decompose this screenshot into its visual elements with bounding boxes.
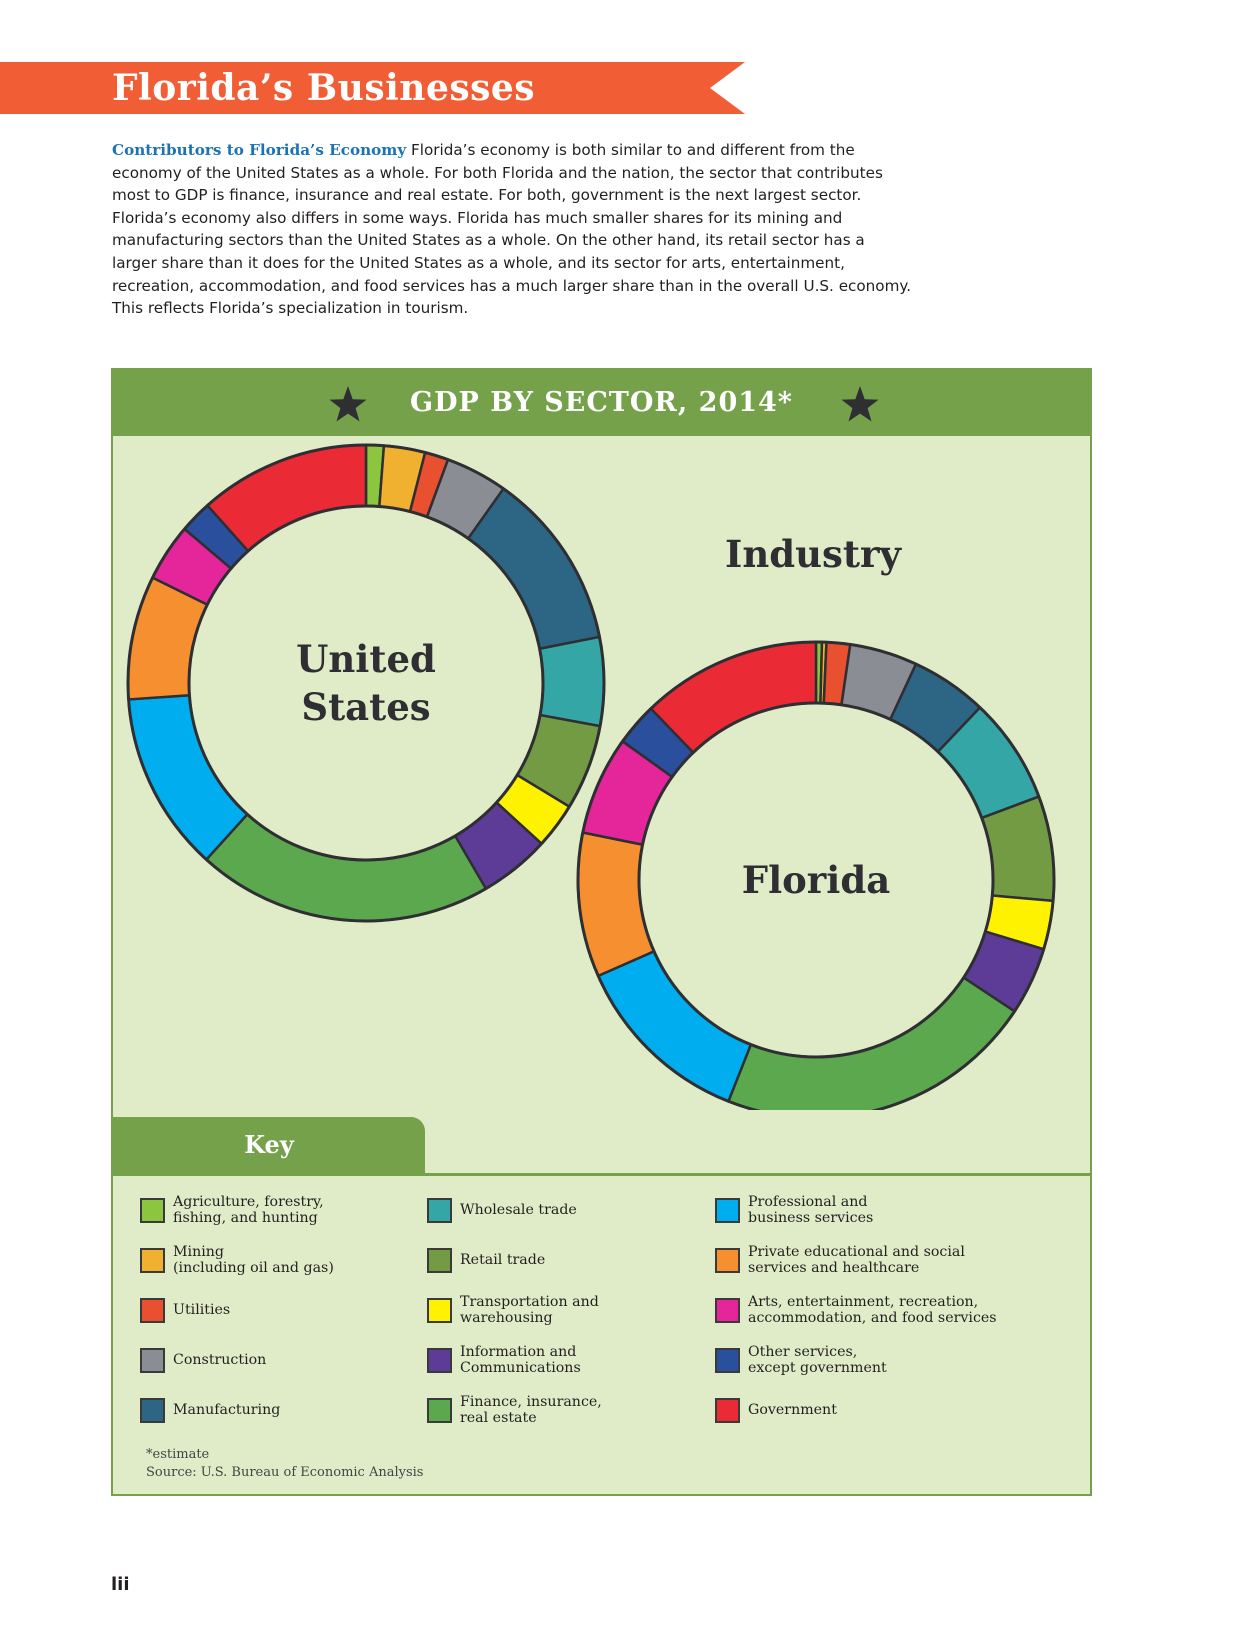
key-divider: [113, 1173, 1090, 1176]
donut-center-label: United: [296, 637, 436, 681]
legend-swatch: [140, 1248, 165, 1273]
legend-item: Arts, entertainment, recreation, accommo…: [715, 1292, 1015, 1332]
donut-center-label: Florida: [742, 858, 890, 902]
legend-item: Professional and business services: [715, 1192, 1015, 1232]
legend-item: Agriculture, forestry, fishing, and hunt…: [140, 1192, 440, 1232]
legend-label: Government: [748, 1401, 837, 1418]
legend-item: Mining (including oil and gas): [140, 1242, 440, 1282]
legend-item: Wholesale trade: [427, 1192, 727, 1232]
donut-outer-ring: [126, 443, 606, 923]
legend-swatch: [427, 1298, 452, 1323]
legend-swatch: [427, 1198, 452, 1223]
legend-label: Agriculture, forestry, fishing, and hunt…: [173, 1193, 324, 1227]
legend-item: Utilities: [140, 1292, 440, 1332]
intro-paragraph: Contributors to Florida’s Economy Florid…: [112, 139, 912, 320]
intro-heading: Contributors to Florida’s Economy: [112, 141, 407, 159]
donut-slice-fl-9: [726, 975, 1017, 1110]
legend-title: Key: [244, 1130, 294, 1159]
legend-label: Wholesale trade: [460, 1201, 577, 1218]
legend-item: Government: [715, 1392, 1015, 1432]
star-icon: [329, 386, 367, 422]
legend-swatch: [715, 1198, 740, 1223]
legend-label: Information and Communications: [460, 1343, 581, 1377]
legend-label: Finance, insurance, real estate: [460, 1393, 602, 1427]
legend-label: Private educational and social services …: [748, 1243, 965, 1277]
title-banner: [0, 62, 745, 114]
chart-panel: GDP BY SECTOR, 2014* Industry United Stat…: [111, 368, 1092, 1496]
donut-florida: Florida: [576, 640, 1056, 1110]
legend-swatch: [427, 1348, 452, 1373]
legend-label: Transportation and warehousing: [460, 1293, 599, 1327]
donut-inner-ring: [637, 701, 995, 1059]
legend-swatch: [715, 1398, 740, 1423]
donut-slice-us-5: [538, 635, 606, 728]
legend-label: Manufacturing: [173, 1401, 281, 1418]
legend-item: Other services, except government: [715, 1342, 1015, 1382]
legend-item: Construction: [140, 1342, 440, 1382]
donut-center-label: States: [301, 685, 430, 729]
legend-swatch: [427, 1248, 452, 1273]
legend-item: Private educational and social services …: [715, 1242, 1015, 1282]
legend-swatch: [715, 1248, 740, 1273]
legend-swatch: [427, 1398, 452, 1423]
donut-outer-ring: [576, 640, 1056, 1110]
donut-slice-us-9: [204, 812, 488, 923]
legend-label: Other services, except government: [748, 1343, 887, 1377]
legend-item: Transportation and warehousing: [427, 1292, 727, 1332]
donut-slice-fl-10: [596, 949, 753, 1103]
legend-label: Retail trade: [460, 1251, 546, 1268]
legend-swatch: [140, 1398, 165, 1423]
star-icon: [841, 386, 879, 422]
donut-inner-ring: [187, 504, 545, 862]
chart-subtitle: Industry: [725, 532, 902, 576]
legend-item: Finance, insurance, real estate: [427, 1392, 727, 1432]
legend-swatch: [140, 1298, 165, 1323]
page-number: lii: [111, 1574, 130, 1595]
legend-label: Utilities: [173, 1301, 231, 1318]
legend-label: Professional and business services: [748, 1193, 874, 1227]
banner-shape: [0, 62, 745, 114]
legend-item: Information and Communications: [427, 1342, 727, 1382]
source-note: Source: U.S. Bureau of Economic Analysis: [146, 1465, 424, 1480]
legend-label: Construction: [173, 1351, 267, 1368]
legend-swatch: [140, 1198, 165, 1223]
donut-slice-fl-14: [649, 640, 818, 755]
legend-item: Manufacturing: [140, 1392, 440, 1432]
legend-swatch: [715, 1298, 740, 1323]
legend-swatch: [140, 1348, 165, 1373]
legend-item: Retail trade: [427, 1242, 727, 1282]
legend-swatch: [715, 1348, 740, 1373]
chart-header-bar: [113, 370, 1090, 436]
legend-label: Arts, entertainment, recreation, accommo…: [748, 1293, 997, 1327]
page-title: Florida’s Businesses: [112, 67, 536, 109]
key-tab: [113, 1117, 425, 1173]
legend-label: Mining (including oil and gas): [173, 1243, 334, 1277]
chart-title: GDP BY SECTOR, 2014*: [410, 387, 793, 418]
intro-text: Florida’s economy is both similar to and…: [112, 141, 912, 318]
footnote: *estimate: [146, 1447, 210, 1462]
